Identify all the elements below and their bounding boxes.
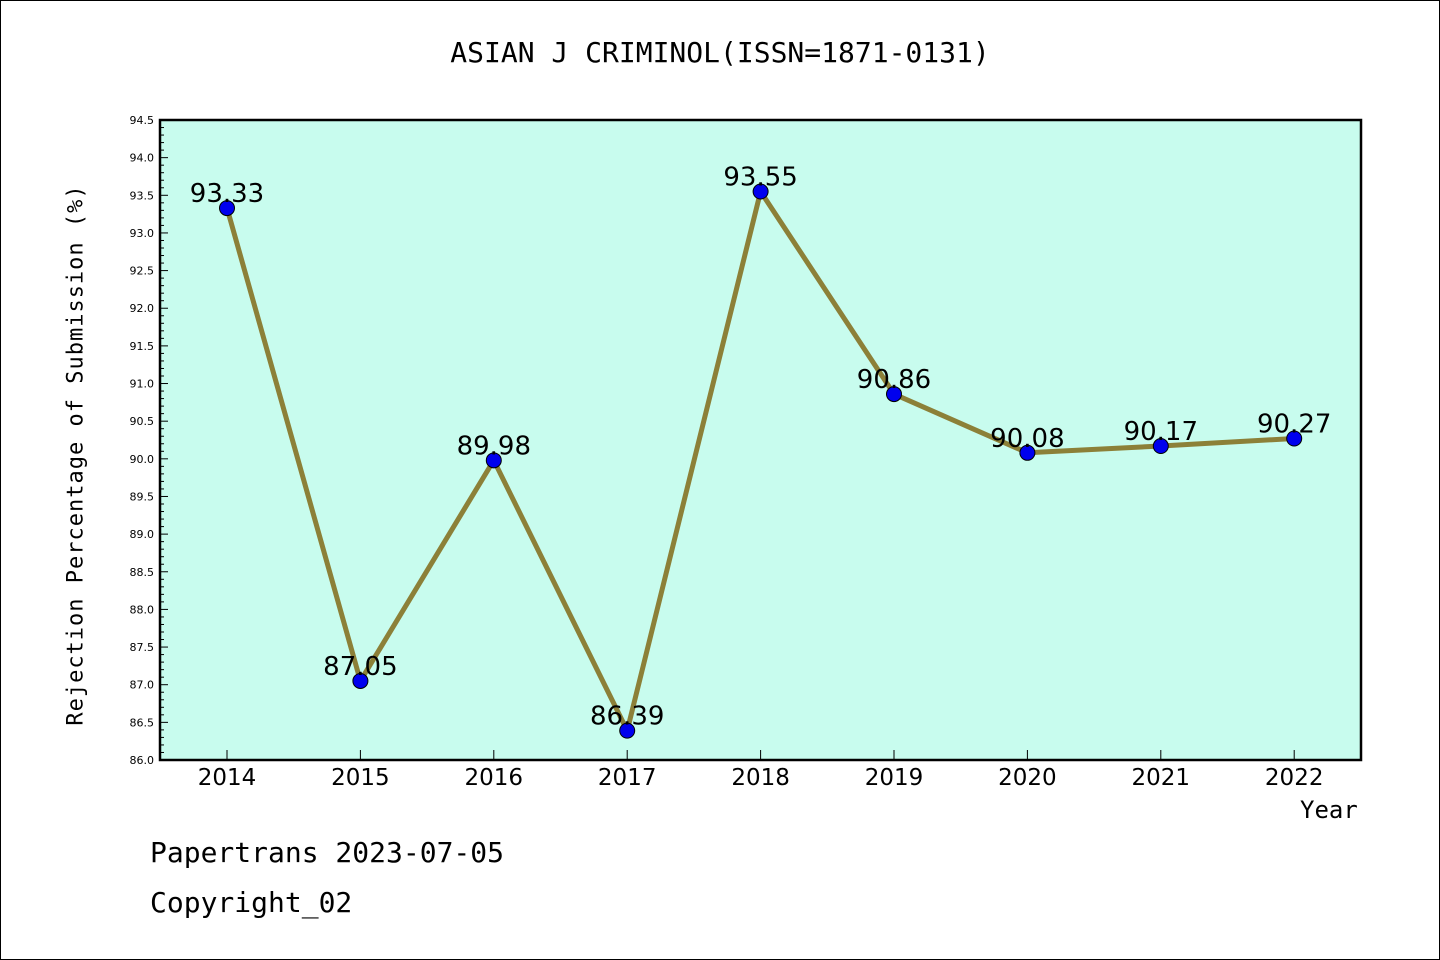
x-tick-label: 2018 xyxy=(731,765,790,791)
data-point xyxy=(886,386,902,403)
data-point xyxy=(352,672,369,689)
y-tick-label: 89.0 xyxy=(130,528,155,541)
x-tick-label: 2015 xyxy=(331,765,390,791)
series-markers xyxy=(219,183,1303,739)
data-point xyxy=(752,183,769,200)
y-tick-label: 93.5 xyxy=(130,189,155,202)
y-tick-label: 87.5 xyxy=(130,641,155,654)
data-point xyxy=(1286,430,1303,447)
y-tick-label: 89.5 xyxy=(130,490,155,503)
x-tick-label: 2017 xyxy=(598,765,657,791)
data-point xyxy=(619,722,636,739)
x-tick-label: 2021 xyxy=(1132,765,1191,791)
y-tick-label: 92.5 xyxy=(130,265,155,278)
data-label: 90.17 xyxy=(1124,417,1198,447)
x-tick-label: 2020 xyxy=(998,765,1057,791)
data-label: 86.39 xyxy=(590,702,664,732)
y-tick-label: 87.0 xyxy=(130,679,155,692)
data-label: 90.27 xyxy=(1257,409,1331,439)
y-tick-label: 90.5 xyxy=(130,415,155,428)
y-axis: 86.0 86.5 87.0 87.5 88.0 88.5 89.0 89.5 90.0 90.5… xyxy=(130,114,168,767)
footer-copyright: Copyright_02 xyxy=(150,886,353,919)
y-tick-label: 94.5 xyxy=(130,114,155,127)
data-label: 93.33 xyxy=(190,179,264,209)
y-tick-label: 91.5 xyxy=(130,340,155,353)
data-point xyxy=(1019,444,1036,461)
y-tick-label: 93.0 xyxy=(130,227,155,240)
x-tick-label: 2022 xyxy=(1265,765,1324,791)
y-tick-label: 88.5 xyxy=(130,566,155,579)
y-tick-label: 94.0 xyxy=(130,152,155,165)
data-label: 89.98 xyxy=(457,431,531,461)
data-point xyxy=(485,452,502,469)
data-labels: 93.33 87.05 89.98 86.39 93.55 90.86 90.08 90.17… xyxy=(190,163,1332,732)
data-point xyxy=(1152,438,1169,455)
y-tick-label: 86.5 xyxy=(130,716,155,729)
y-tick-label: 86.0 xyxy=(130,754,155,767)
data-point xyxy=(219,200,235,217)
x-axis-label: Year xyxy=(1300,796,1358,824)
y-tick-label: 90.0 xyxy=(130,453,155,466)
y-tick-label: 91.0 xyxy=(130,378,155,391)
footer-date: Papertrans 2023-07-05 xyxy=(150,836,505,869)
x-tick-label: 2014 xyxy=(198,765,257,791)
x-tick-label: 2019 xyxy=(865,765,924,791)
y-tick-label: 92.0 xyxy=(130,302,155,315)
chart-title: ASIAN J CRIMINOL(ISSN=1871-0131) xyxy=(450,36,990,69)
data-label: 93.55 xyxy=(723,163,797,193)
x-axis: 2014 2015 2016 2017 2018 2019 2020 2021 2022 xyxy=(198,750,1324,791)
y-tick-label: 88.0 xyxy=(130,603,155,616)
x-tick-label: 2016 xyxy=(465,765,524,791)
data-label: 87.05 xyxy=(323,652,397,682)
data-label: 90.08 xyxy=(990,424,1064,454)
data-label: 90.86 xyxy=(857,365,931,395)
